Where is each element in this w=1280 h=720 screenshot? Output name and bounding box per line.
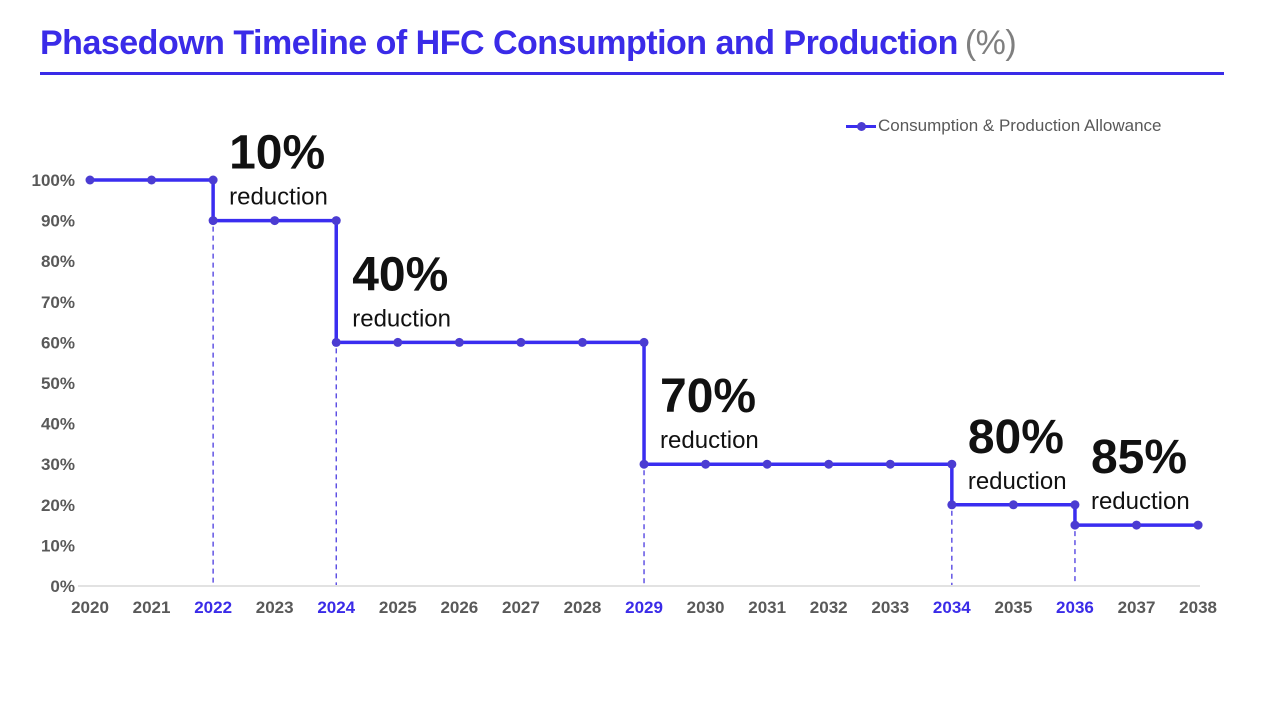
data-point-marker: [454, 337, 464, 347]
x-tick-label: 2022: [194, 598, 232, 617]
legend-dot-icon: [857, 121, 866, 131]
x-tick-label: 2029: [625, 598, 663, 617]
title-underline: [40, 72, 1224, 75]
data-point-marker: [762, 459, 772, 469]
annotation-percent: 85%: [1091, 431, 1187, 484]
x-tick-label: 2037: [1118, 598, 1156, 617]
data-point-marker: [824, 459, 834, 469]
y-tick-label: 20%: [41, 496, 75, 515]
x-tick-label: 2024: [317, 598, 355, 617]
annotation-caption: reduction: [660, 427, 759, 454]
x-tick-label: 2026: [440, 598, 478, 617]
legend-label: Consumption & Production Allowance: [878, 116, 1162, 135]
x-tick-label: 2033: [871, 598, 909, 617]
x-tick-label: 2020: [71, 598, 109, 617]
y-tick-label: 40%: [41, 415, 75, 434]
y-tick-label: 0%: [50, 577, 75, 596]
x-tick-label: 2027: [502, 598, 540, 617]
page-title: Phasedown Timeline of HFC Consumption an…: [40, 24, 1224, 63]
x-tick-label: 2032: [810, 598, 848, 617]
data-point-marker: [270, 216, 280, 226]
annotation-caption: reduction: [1091, 488, 1190, 515]
y-tick-label: 90%: [41, 212, 75, 231]
annotation-percent: 10%: [229, 127, 325, 180]
data-point-marker: [947, 500, 957, 510]
allowance-step-line: [90, 178, 1199, 527]
data-point-marker: [208, 216, 218, 226]
header: Phasedown Timeline of HFC Consumption an…: [40, 24, 1224, 75]
annotation-percent: 40%: [352, 248, 448, 301]
x-tick-label: 2031: [748, 598, 786, 617]
legend: Consumption & Production Allowance: [846, 116, 1162, 136]
y-tick-label: 60%: [41, 333, 75, 352]
x-tick-label: 2025: [379, 598, 417, 617]
annotation-percent: 70%: [660, 370, 756, 423]
y-tick-label: 10%: [41, 536, 75, 555]
data-point-marker: [639, 459, 649, 469]
data-point-marker: [1132, 520, 1142, 530]
x-tick-label: 2034: [933, 598, 971, 617]
data-point-marker: [1008, 500, 1018, 510]
data-point-marker: [947, 459, 957, 469]
data-point-marker: [639, 337, 649, 347]
y-tick-label: 50%: [41, 374, 75, 393]
x-tick-label: 2028: [564, 598, 602, 617]
data-point-marker: [208, 175, 218, 185]
data-point-marker: [1070, 520, 1080, 530]
page-title-suffix: (%): [964, 24, 1017, 62]
page-title-text: Phasedown Timeline of HFC Consumption an…: [40, 24, 958, 62]
y-tick-label: 80%: [41, 252, 75, 271]
data-point-marker: [577, 337, 587, 347]
data-point-marker: [85, 175, 95, 185]
data-point-marker: [147, 175, 157, 185]
legend-line-marker-icon: [846, 121, 876, 131]
x-tick-label: 2036: [1056, 598, 1094, 617]
x-tick-label: 2023: [256, 598, 294, 617]
y-tick-label: 30%: [41, 455, 75, 474]
annotation-percent: 80%: [968, 411, 1064, 464]
annotation-caption: reduction: [968, 468, 1067, 495]
x-tick-label: 2021: [133, 598, 171, 617]
y-tick-label: 100%: [32, 171, 75, 190]
data-point-marker: [885, 459, 895, 469]
x-tick-label: 2035: [994, 598, 1032, 617]
x-tick-label: 2030: [687, 598, 725, 617]
data-point-marker: [701, 459, 711, 469]
data-point-marker: [393, 337, 403, 347]
data-point-marker: [516, 337, 526, 347]
data-point-marker: [331, 337, 341, 347]
data-point-marker: [1193, 520, 1203, 530]
annotation-caption: reduction: [352, 305, 451, 332]
x-tick-label: 2038: [1179, 598, 1217, 617]
data-point-marker: [1070, 500, 1080, 510]
data-point-marker: [331, 216, 341, 226]
y-tick-label: 70%: [41, 293, 75, 312]
annotation-caption: reduction: [229, 184, 328, 211]
